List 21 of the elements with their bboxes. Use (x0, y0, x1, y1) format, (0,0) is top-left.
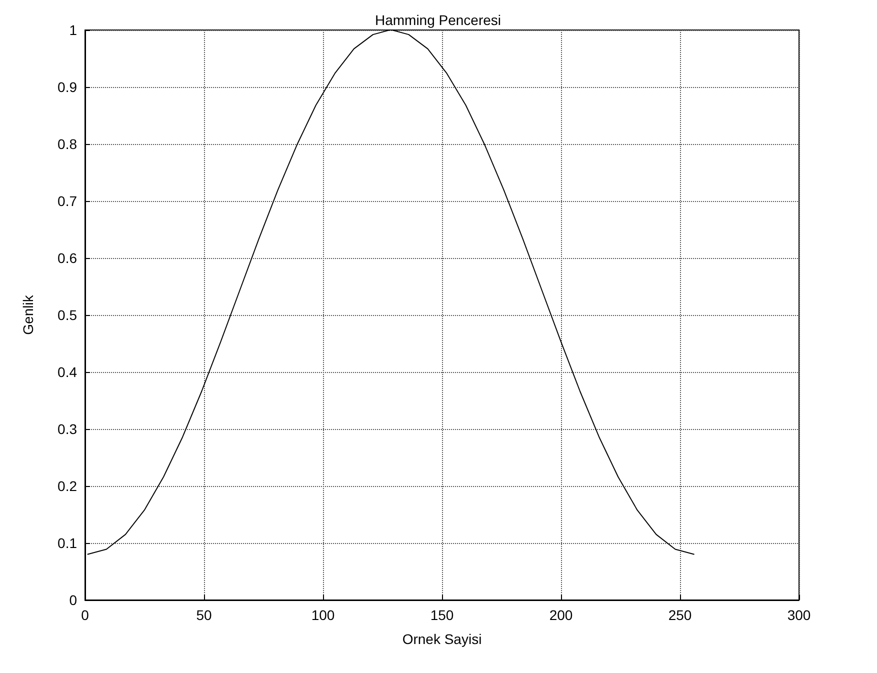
y-tick-label: 0.8 (58, 136, 78, 152)
y-tick-label: 0.4 (58, 364, 78, 380)
y-tick-label: 0.3 (58, 421, 78, 437)
y-tick-label: 1 (69, 22, 78, 38)
y-tick-label: 0.2 (58, 478, 78, 494)
x-tick-label: 250 (668, 607, 692, 623)
y-tick-label: 0.6 (58, 250, 78, 266)
y-tick-label: 0.1 (58, 535, 78, 551)
x-tick-label: 100 (311, 607, 335, 623)
y-tick-label: 0.9 (58, 79, 78, 95)
x-tick-label: 0 (81, 607, 90, 623)
chart-title: Hamming Penceresi (374, 12, 502, 28)
y-tick-label: 0.5 (58, 307, 78, 323)
x-tick-label: 200 (549, 607, 573, 623)
x-axis-title: Ornek Sayisi (402, 631, 482, 647)
y-axis-title: Genlik (20, 294, 36, 335)
y-tick-label: 0.7 (58, 193, 78, 209)
x-tick-label: 50 (196, 607, 212, 623)
x-tick-label: 300 (787, 607, 811, 623)
y-tick-label: 0 (69, 592, 78, 608)
x-tick-label: 150 (430, 607, 454, 623)
